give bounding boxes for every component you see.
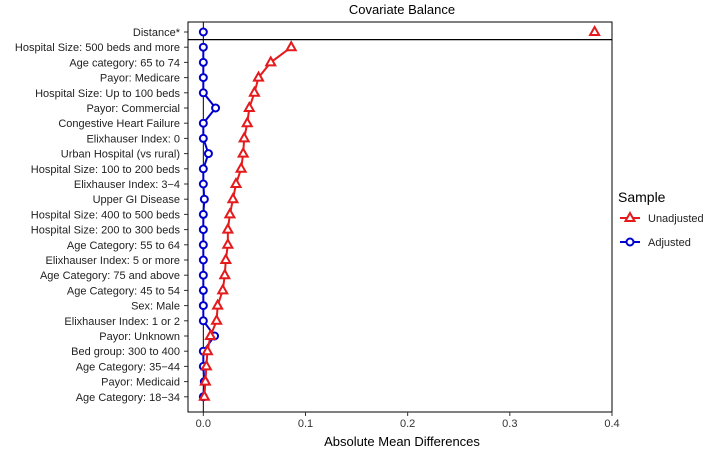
- data-point-circle: [198, 133, 208, 143]
- data-point-triangle: [229, 176, 243, 188]
- legend-title: Sample: [618, 189, 666, 205]
- data-point-triangle: [199, 374, 212, 386]
- y-tick-label: Payor: Medicare: [100, 73, 180, 85]
- data-point-circle: [198, 42, 208, 52]
- y-tick-label: Elixhauser Index: 0: [86, 133, 180, 145]
- data-point-triangle: [204, 328, 217, 340]
- data-point-triangle: [252, 70, 265, 82]
- x-tick-label: 0.3: [502, 418, 517, 430]
- data-point-triangle: [226, 192, 240, 204]
- data-point-circle: [198, 316, 208, 326]
- y-tick-label: Hospital Size: 100 to 200 beds: [31, 164, 181, 176]
- data-point-triangle: [210, 313, 223, 325]
- y-tick-label: Upper GI Disease: [93, 194, 180, 206]
- data-point-circle: [198, 285, 208, 295]
- data-point-circle: [198, 270, 208, 280]
- legend-entry-unadjusted: Unadjusted: [620, 210, 704, 225]
- x-tick-label: 0.1: [298, 418, 313, 430]
- series-unadjusted: [198, 24, 601, 401]
- data-point-circle: [198, 255, 208, 265]
- data-point-triangle: [243, 100, 256, 112]
- data-point-circle: [198, 240, 208, 250]
- y-tick-label: Age Category: 55 to 64: [67, 240, 180, 252]
- y-tick-label: Hospital Size: 400 to 500 beds: [31, 209, 181, 221]
- data-point-circle: [198, 73, 208, 83]
- data-point-circle: [198, 225, 208, 235]
- chart-title: Covariate Balance: [349, 2, 455, 17]
- data-point-circle: [198, 301, 208, 311]
- data-point-triangle: [201, 344, 214, 356]
- data-point-circle: [211, 103, 221, 113]
- y-tick-label: Payor: Commercial: [86, 103, 180, 115]
- x-tick-label: 0.0: [196, 418, 211, 430]
- y-tick-label: Elixhauser Index: 3−4: [74, 179, 180, 191]
- legend-entry-adjusted: Adjusted: [620, 237, 691, 249]
- y-tick-label: Age Category: 45 to 54: [67, 285, 180, 297]
- data-point-triangle: [248, 85, 261, 97]
- plot-border: [187, 21, 613, 413]
- y-tick-label: Sex: Male: [131, 301, 180, 313]
- data-point-triangle: [241, 116, 254, 128]
- data-point-triangle: [198, 389, 211, 401]
- data-point-triangle: [221, 237, 235, 249]
- data-point-circle: [199, 194, 209, 204]
- data-point-circle: [198, 57, 208, 67]
- y-tick-label: Hospital Size: 500 beds and more: [15, 42, 180, 54]
- data-point-circle: [198, 164, 208, 174]
- plot-area: [187, 21, 613, 413]
- data-point-triangle: [223, 207, 237, 219]
- data-point-triangle: [236, 146, 250, 158]
- y-tick-label: Elixhauser Index: 1 or 2: [64, 316, 180, 328]
- legend: Sample Unadjusted Adjusted: [618, 189, 704, 249]
- y-axis-labels: Distance* Hospital Size: 500 beds and mor…: [15, 27, 188, 404]
- y-tick-label: Bed group: 300 to 400: [71, 346, 180, 358]
- y-tick-label: Payor: Unknown: [99, 331, 180, 343]
- y-tick-label: Payor: Medicaid: [101, 377, 180, 389]
- y-tick-label: Distance*: [133, 27, 181, 39]
- y-tick-label: Congestive Heart Failure: [58, 118, 180, 130]
- data-point-circle: [203, 149, 213, 159]
- data-point-triangle: [211, 298, 224, 310]
- data-point-triangle: [221, 222, 235, 234]
- data-point-triangle: [219, 252, 233, 264]
- legend-label: Unadjusted: [648, 213, 704, 225]
- x-axis: 0.0 0.1 0.2 0.3 0.4: [196, 412, 620, 430]
- y-tick-label: Urban Hospital (vs rural): [61, 149, 180, 161]
- data-point-circle: [198, 209, 208, 219]
- x-axis-title: Absolute Mean Differences: [324, 434, 480, 449]
- x-tick-label: 0.4: [604, 418, 619, 430]
- data-point-triangle: [234, 161, 248, 173]
- data-point-circle: [198, 27, 208, 37]
- y-tick-label: Hospital Size: 200 to 300 beds: [31, 225, 181, 237]
- y-tick-label: Hospital Size: Up to 100 beds: [35, 88, 180, 100]
- data-point-triangle: [200, 359, 213, 371]
- y-tick-label: Age Category: 18−34: [76, 392, 180, 404]
- x-tick-label: 0.2: [400, 418, 415, 430]
- data-point-triangle: [588, 24, 601, 36]
- data-point-triangle: [284, 40, 298, 52]
- legend-triangle-icon: [623, 210, 637, 222]
- data-point-triangle: [237, 131, 251, 143]
- y-tick-label: Age category: 65 to 74: [69, 57, 180, 69]
- data-point-circle: [198, 118, 208, 128]
- data-point-triangle: [216, 283, 229, 295]
- data-point-triangle: [264, 55, 277, 67]
- y-tick-label: Age Category: 75 and above: [40, 270, 180, 282]
- legend-circle-icon: [625, 237, 635, 247]
- y-tick-label: Elixhauser Index: 5 or more: [45, 255, 180, 267]
- legend-label: Adjusted: [648, 237, 691, 249]
- y-tick-label: Age Category: 35−44: [76, 361, 180, 373]
- data-point-triangle: [218, 268, 231, 280]
- data-point-circle: [198, 179, 208, 189]
- data-point-circle: [198, 88, 208, 98]
